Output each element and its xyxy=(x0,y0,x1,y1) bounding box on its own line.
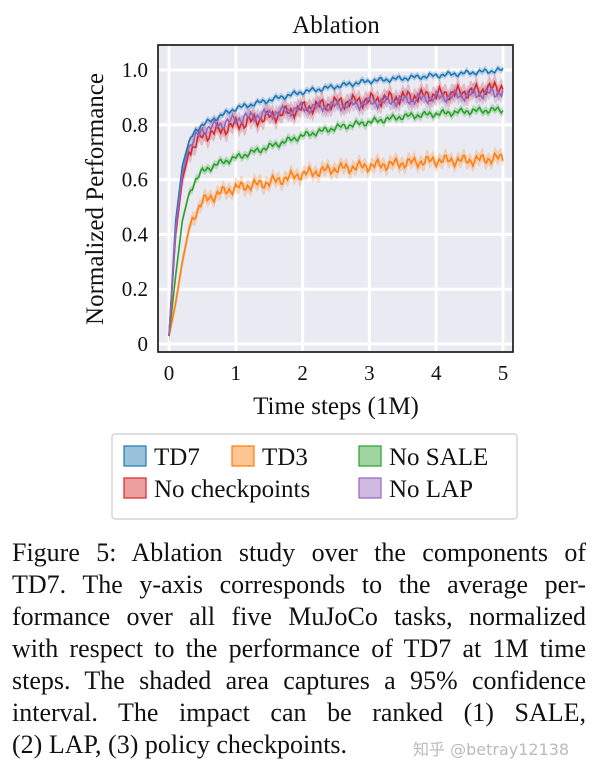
x-tick-label: 0 xyxy=(164,361,175,385)
series-line-no-lap xyxy=(168,86,504,336)
plot-area xyxy=(157,44,514,353)
y-tick-label: 0.6 xyxy=(122,168,148,192)
x-tick-label: 5 xyxy=(498,361,509,385)
legend-label: TD7 xyxy=(154,444,200,471)
series-line-td7 xyxy=(168,66,504,336)
legend-label: TD3 xyxy=(262,444,308,471)
figure-caption: Figure 5: Ablation study over the compon… xyxy=(12,537,586,761)
legend-swatch xyxy=(358,445,382,467)
x-tick-label: 4 xyxy=(431,361,442,385)
legend-swatch xyxy=(123,445,147,467)
chart-title: Ablation xyxy=(292,12,380,39)
x-tick-label: 3 xyxy=(364,361,375,385)
caption-line: (2) LAP, (3) policy checkpoints. xyxy=(12,730,348,759)
series-line-td3 xyxy=(168,151,504,336)
caption-line: steps. The shaded area captures a 95% co… xyxy=(12,666,586,695)
legend xyxy=(111,433,518,520)
legend-swatch xyxy=(123,477,147,499)
y-tick-label: 0.8 xyxy=(122,113,148,137)
y-tick-label: 1.0 xyxy=(122,58,148,82)
y-tick-label: 0.4 xyxy=(122,222,149,246)
caption-line: with respect to the performance of TD7 a… xyxy=(12,634,586,663)
legend-label: No LAP xyxy=(389,476,473,503)
caption-line: TD7. The y-axis corresponds to the avera… xyxy=(12,570,586,599)
legend-label: No checkpoints xyxy=(154,476,310,503)
caption-line: formance over all five MuJoCo tasks, nor… xyxy=(12,602,586,631)
watermark: 知乎 @betray12138 xyxy=(413,740,570,759)
series-line-no-sale xyxy=(168,106,504,336)
x-axis-label: Time steps (1M) xyxy=(253,393,419,420)
caption-line: interval. The impact can be ranked (1) S… xyxy=(12,698,586,727)
caption-line: Figure 5: Ablation study over the compon… xyxy=(12,538,586,567)
ablation-chart: Ablation 0 1 2 3 4 5 0 0.2 0.4 0.6 0.8 1.0 Time ste… xyxy=(82,12,518,520)
legend-swatch xyxy=(358,477,382,499)
plot-frame xyxy=(157,44,514,353)
legend-swatch xyxy=(231,445,255,467)
x-tick-label: 1 xyxy=(231,361,242,385)
legend-label: No SALE xyxy=(389,444,488,471)
y-tick-label: 0 xyxy=(138,332,149,356)
x-tick-label: 2 xyxy=(297,361,308,385)
y-tick-label: 0.2 xyxy=(122,277,148,301)
y-axis-label: Normalized Performance xyxy=(82,73,109,325)
confidence-band-td3 xyxy=(169,146,503,343)
